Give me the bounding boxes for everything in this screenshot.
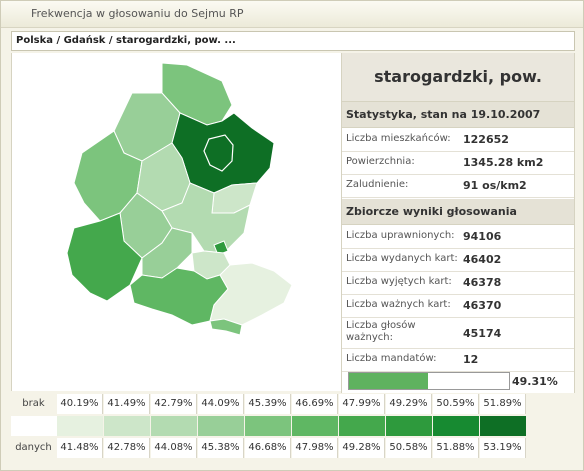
legend-value: 40.19% [57,394,103,414]
turnout-progress-bar [348,372,510,390]
legend-value: 45.38% [198,438,244,458]
turnout-percent: 49.31% [512,375,558,388]
stat-row: Powierzchnia: 1345.28 km2 [342,152,574,175]
legend-value: 51.88% [433,438,479,458]
stat-row: Zaludnienie: 91 os/km2 [342,175,574,198]
legend-value: 46.69% [292,394,338,414]
map-town [203,134,234,172]
result-label: Liczba mandatów: [346,353,437,364]
stat-label: Powierzchnia: [346,156,415,167]
legend-swatch [480,416,526,436]
result-value: 94106 [463,230,502,243]
legend-value: 46.68% [245,438,291,458]
legend-value: 41.48% [57,438,103,458]
legend-row-lower: brak 40.19% 41.49% 42.79% 44.09% 45.39% 46.69… [11,394,573,414]
legend-swatch [292,416,338,436]
legend-value: 50.59% [433,394,479,414]
legend-value: 47.99% [339,394,385,414]
stat-label: Zaludnienie: [346,179,409,190]
turnout-progress-fill [349,373,428,389]
titlebar: Frekwencja w głosowaniu do Sejmu RP [1,1,583,28]
result-label: Liczba ważnych kart: [346,299,451,310]
legend-value: 49.28% [339,438,385,458]
legend-value: 50.58% [386,438,432,458]
result-row: Liczba wydanych kart: 46402 [342,249,574,272]
result-row: Liczba uprawnionych: 94106 [342,226,574,249]
legend-value: 45.39% [245,394,291,414]
stat-value: 122652 [463,133,509,146]
result-row: Liczba wyjętych kart: 46378 [342,272,574,295]
legend-swatch [339,416,385,436]
result-row: Liczba mandatów: 12 [342,349,574,372]
stat-label: Liczba mieszkańców: [346,133,451,144]
legend-row-upper: danych 41.48% 42.78% 44.08% 45.38% 46.68% 47.… [11,438,573,458]
breadcrumb-text: Polska / Gdańsk / starogardzki, pow. ... [16,35,236,46]
legend-value: 42.79% [151,394,197,414]
result-row: Liczba ważnych kart: 46370 [342,295,574,318]
legend-value: 49.29% [386,394,432,414]
legend-swatch [245,416,291,436]
legend-value: 51.89% [480,394,526,414]
legend-value: 44.09% [198,394,244,414]
legend-label-top: brak [22,398,45,409]
window-title: Frekwencja w głosowaniu do Sejmu RP [31,7,244,20]
result-row: Liczba głosów ważnych: 45174 [342,318,574,349]
info-panel: starogardzki, pow. Statystyka, stan na 1… [341,53,575,393]
legend-value: 41.49% [104,394,150,414]
legend-label-bottom: danych [15,442,52,453]
color-legend: brak 40.19% 41.49% 42.79% 44.09% 45.39% 46.69… [11,394,573,462]
result-label: Liczba głosów ważnych: [346,320,416,343]
result-value: 12 [463,353,479,366]
stat-value: 1345.28 km2 [463,156,544,169]
legend-value: 53.19% [480,438,526,458]
stat-row: Liczba mieszkańców: 122652 [342,129,574,152]
map-region [209,262,293,326]
legend-swatch [104,416,150,436]
legend-swatch [433,416,479,436]
result-label: Liczba uprawnionych: [346,230,455,241]
result-value: 45174 [463,327,502,340]
legend-value: 47.98% [292,438,338,458]
map-region [213,240,229,256]
result-value: 46402 [463,253,502,266]
legend-swatch-no-data [11,416,57,436]
map-region [209,318,243,336]
results-header: Zbiorcze wyniki głosowania [342,199,574,225]
legend-value: 42.78% [104,438,150,458]
result-label: Liczba wyjętych kart: [346,276,452,287]
legend-swatch [198,416,244,436]
legend-swatch [57,416,103,436]
panel-title: starogardzki, pow. [342,53,574,102]
result-value: 46378 [463,276,502,289]
legend-swatch [151,416,197,436]
stat-value: 91 os/km2 [463,179,527,192]
legend-value: 44.08% [151,438,197,458]
breadcrumb[interactable]: Polska / Gdańsk / starogardzki, pow. ... [11,31,575,51]
legend-swatch [386,416,432,436]
result-label: Liczba wydanych kart: [346,253,458,264]
district-map[interactable] [12,53,342,391]
map-area[interactable] [11,53,342,391]
stats-header: Statystyka, stan na 19.10.2007 [342,102,574,128]
result-value: 46370 [463,299,502,312]
